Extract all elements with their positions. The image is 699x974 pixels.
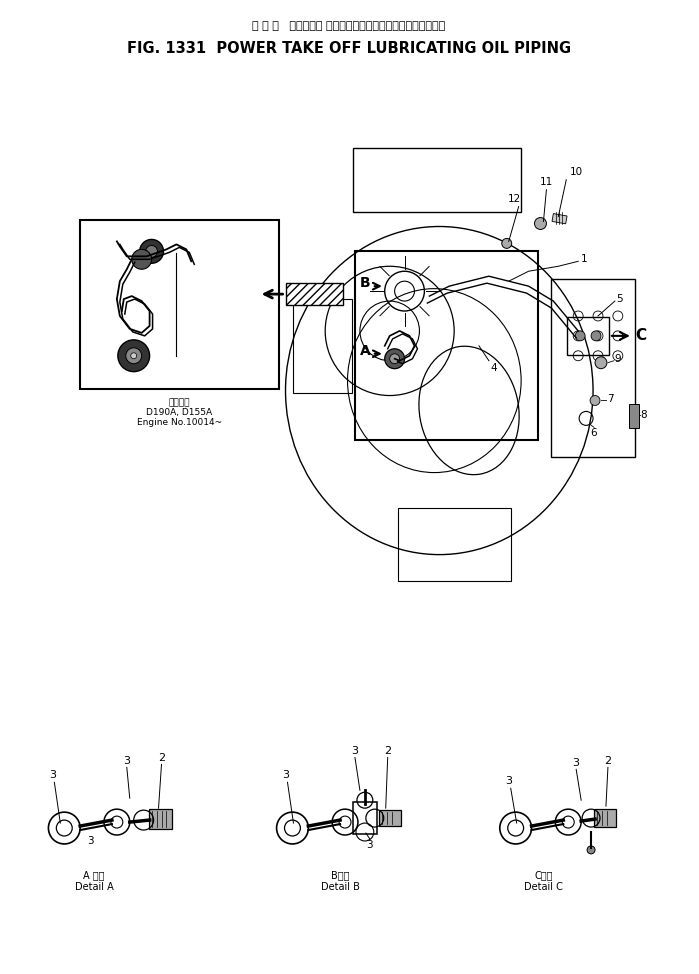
Circle shape: [595, 356, 607, 369]
Text: 10: 10: [570, 167, 584, 176]
Circle shape: [502, 239, 512, 248]
Bar: [552, 213, 567, 224]
Text: 3: 3: [366, 840, 373, 850]
Circle shape: [131, 249, 152, 269]
Text: Detail C: Detail C: [524, 881, 563, 892]
Text: 3: 3: [505, 776, 512, 786]
Text: 2: 2: [384, 746, 391, 757]
Text: 11: 11: [540, 176, 553, 187]
Text: 5: 5: [616, 294, 623, 304]
Text: 9: 9: [615, 354, 621, 363]
Text: 3: 3: [123, 757, 130, 767]
Text: C: C: [635, 328, 647, 344]
Text: C詳細: C詳細: [534, 870, 553, 880]
Circle shape: [131, 353, 137, 358]
FancyBboxPatch shape: [149, 809, 173, 829]
Text: パ ワ ー   テークオフ ルーブリケーティングオイルパイピング: パ ワ ー テークオフ ルーブリケーティングオイルパイピング: [252, 20, 446, 30]
Text: 3: 3: [49, 770, 56, 780]
Text: 3: 3: [572, 759, 579, 768]
Text: Engine No.10014~: Engine No.10014~: [137, 419, 222, 428]
Circle shape: [575, 331, 585, 341]
FancyBboxPatch shape: [379, 810, 401, 826]
Text: 2: 2: [605, 757, 612, 767]
Circle shape: [535, 217, 547, 230]
Text: 2: 2: [158, 754, 165, 764]
Bar: [285, 283, 343, 305]
Circle shape: [590, 395, 600, 405]
Text: 4: 4: [491, 362, 498, 373]
Text: 3: 3: [282, 770, 289, 780]
FancyBboxPatch shape: [594, 809, 616, 827]
Bar: [355, 251, 538, 440]
Text: A 詳細: A 詳細: [83, 870, 105, 880]
FancyBboxPatch shape: [629, 404, 639, 429]
Text: Detail A: Detail A: [75, 881, 113, 892]
Circle shape: [140, 240, 164, 263]
Circle shape: [389, 354, 400, 363]
Text: 3: 3: [352, 746, 359, 757]
Circle shape: [145, 245, 157, 257]
Text: A: A: [360, 344, 370, 357]
Text: B詳細: B詳細: [331, 870, 350, 880]
Text: 6: 6: [591, 429, 598, 438]
Text: 適用号等: 適用号等: [168, 398, 190, 407]
Circle shape: [126, 348, 142, 363]
Circle shape: [384, 349, 405, 369]
Text: 8: 8: [641, 410, 647, 421]
Circle shape: [591, 331, 601, 341]
Bar: [80, 219, 279, 389]
Text: FIG. 1331  POWER TAKE OFF LUBRICATING OIL PIPING: FIG. 1331 POWER TAKE OFF LUBRICATING OIL…: [127, 41, 571, 56]
Text: 7: 7: [607, 393, 614, 403]
Text: 12: 12: [508, 194, 521, 204]
Text: Detail B: Detail B: [321, 881, 359, 892]
Circle shape: [118, 340, 150, 372]
Text: D190A, D155A: D190A, D155A: [146, 408, 212, 418]
Circle shape: [587, 846, 595, 854]
Text: 1: 1: [581, 254, 588, 264]
Text: 3: 3: [87, 836, 94, 846]
Text: B: B: [360, 277, 370, 290]
